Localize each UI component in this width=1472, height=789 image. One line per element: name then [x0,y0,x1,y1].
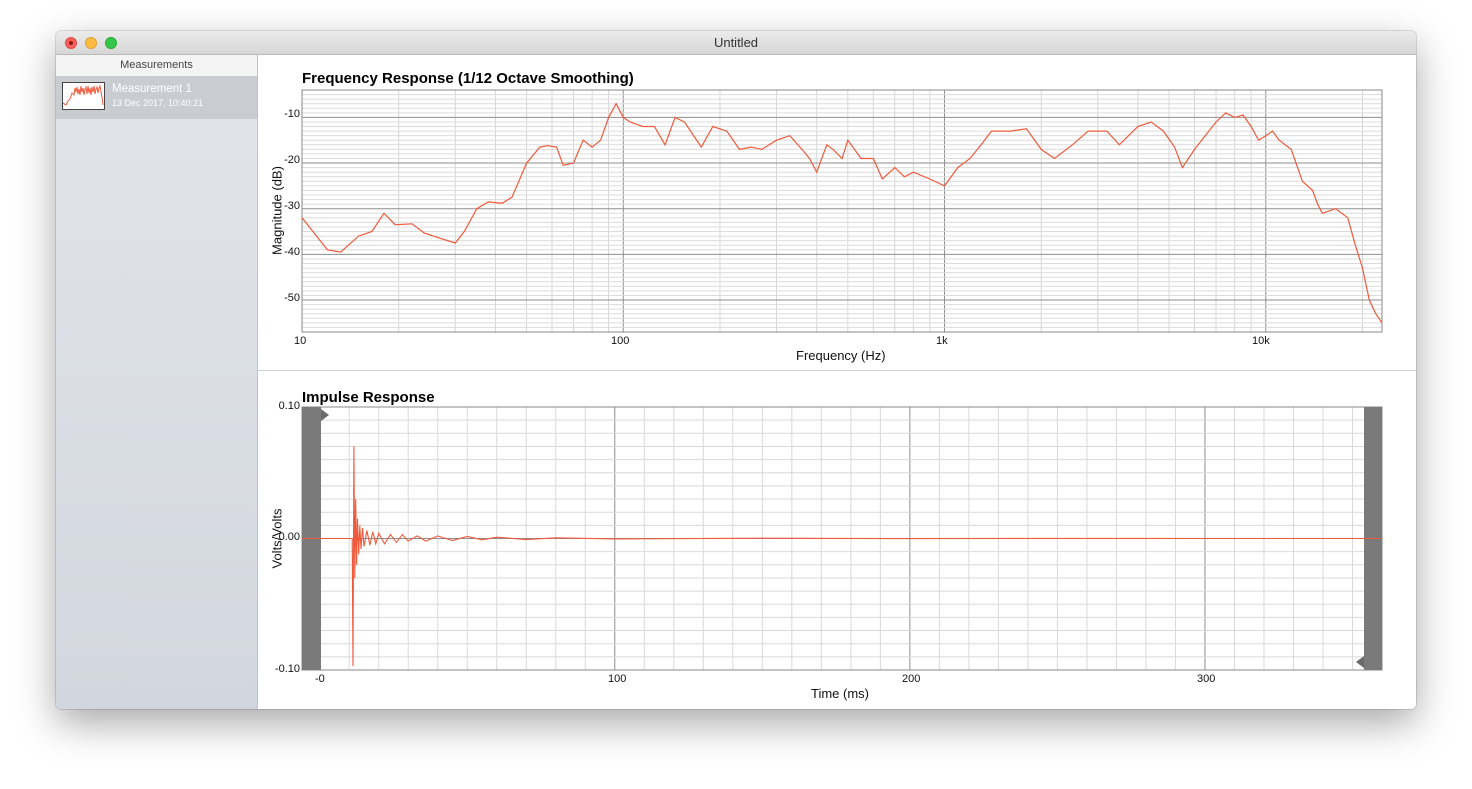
measurement-date: 13 Dec 2017, 10:40:21 [112,98,204,108]
impulse-chart-title: Impulse Response [302,389,435,406]
thumbnail-graph [63,84,104,106]
freq-xtick: 100 [611,335,630,347]
imp-ytick: 0.00 [278,531,300,543]
zoom-button[interactable] [105,37,117,49]
freq-xtick: 10 [294,335,307,347]
measurement-item[interactable]: Measurement 1 13 Dec 2017, 10:40:21 [56,76,257,119]
freq-xlabel: Frequency (Hz) [796,348,886,363]
imp-xlabel: Time (ms) [811,686,870,701]
freq-xtick: 1k [936,335,948,347]
title-bar[interactable]: Untitled [56,31,1416,55]
sidebar: Measurements Measurement 1 13 Dec 2017, … [56,55,258,709]
imp-xtick: 200 [902,673,921,685]
frequency-chart-title: Frequency Response (1/12 Octave Smoothin… [302,70,634,87]
imp-ylabel: Volts/Volts [269,508,285,569]
main-panel [258,55,1416,709]
freq-ytick: -50 [284,292,300,304]
measurement-name: Measurement 1 [112,83,192,95]
measurement-thumbnail [62,82,105,110]
sidebar-header: Measurements [56,55,257,77]
imp-xtick: 100 [608,673,627,685]
window-title: Untitled [713,35,759,50]
freq-xtick: 10k [1252,335,1270,347]
imp-xtick: 300 [1197,673,1216,685]
imp-ytick: 0.10 [278,400,300,412]
freq-ytick: -10 [284,108,300,120]
freq-ytick: -20 [284,154,300,166]
freq-ylabel: Magnitude (dB) [269,166,285,255]
imp-xtick: -0 [315,673,325,685]
close-button[interactable] [65,37,77,49]
minimize-button[interactable] [85,37,97,49]
freq-ytick: -40 [284,246,300,258]
app-window: Untitled Measurements Measurement 1 13 D… [56,31,1416,709]
chart-divider [258,370,1416,371]
freq-ytick: -30 [284,200,300,212]
imp-ytick: -0.10 [274,663,300,675]
